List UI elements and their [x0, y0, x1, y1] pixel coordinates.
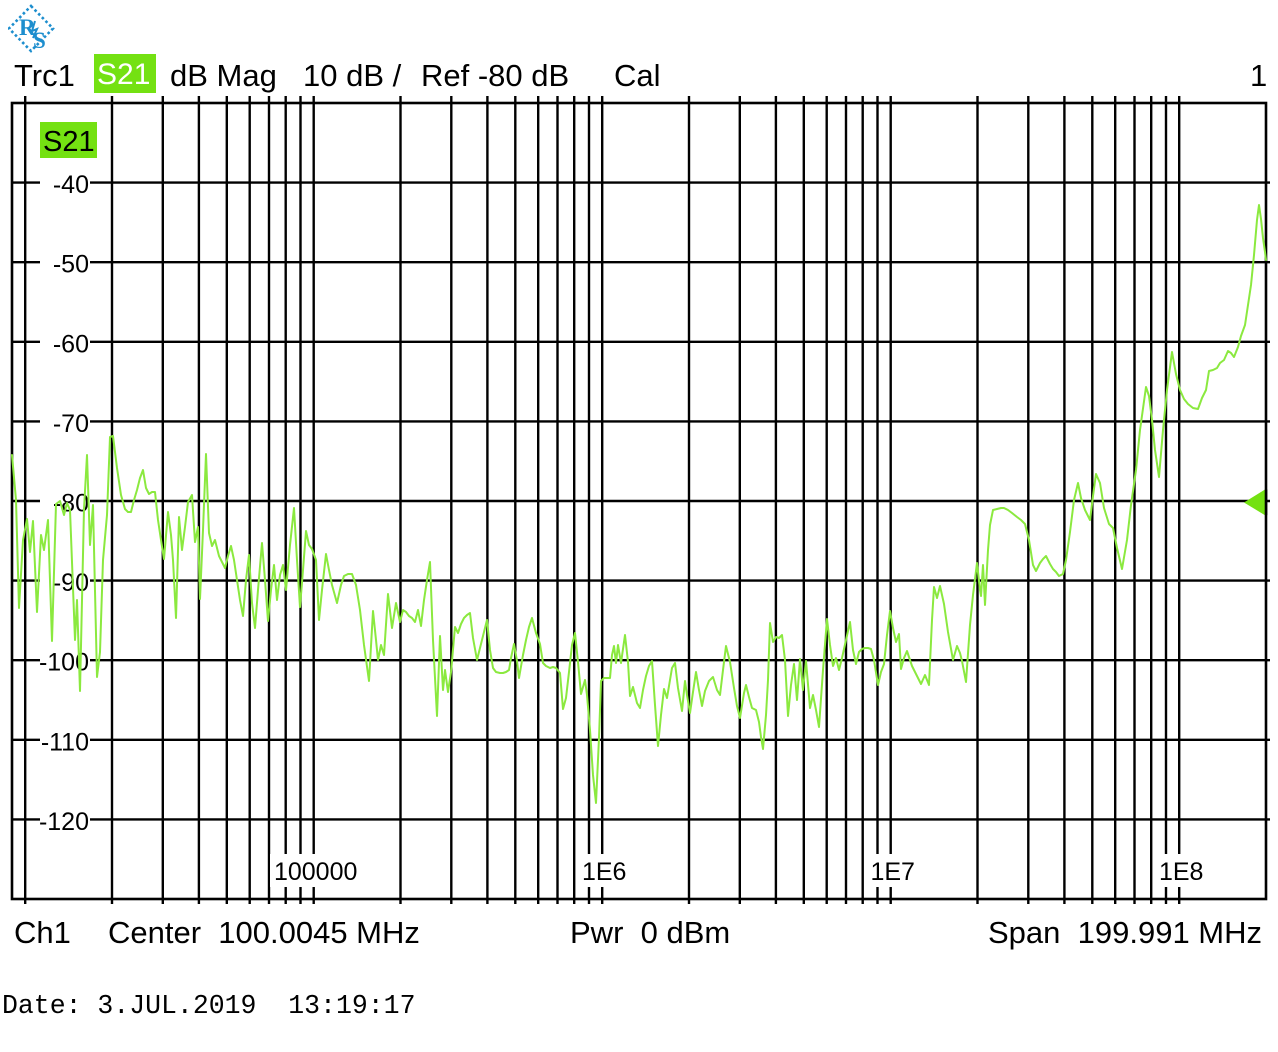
svg-text:100000: 100000 — [274, 858, 357, 886]
svg-text:1E8: 1E8 — [1159, 858, 1203, 886]
svg-text:-50: -50 — [53, 251, 89, 279]
svg-text:-120: -120 — [39, 808, 89, 836]
svg-text:-60: -60 — [53, 330, 89, 358]
svg-text:R: R — [19, 15, 36, 40]
svg-text:1E6: 1E6 — [582, 858, 626, 886]
svg-text:-110: -110 — [41, 728, 89, 756]
svg-text:-40: -40 — [53, 171, 89, 199]
svg-text:1E7: 1E7 — [870, 858, 914, 886]
svg-text:S: S — [33, 28, 46, 53]
svg-text:-70: -70 — [53, 410, 89, 438]
